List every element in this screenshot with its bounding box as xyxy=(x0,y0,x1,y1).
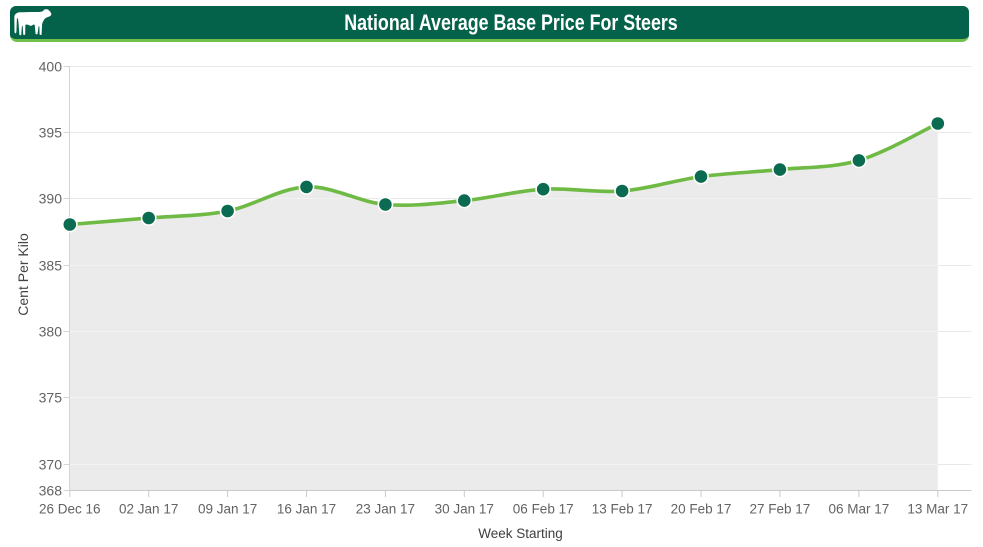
svg-text:395: 395 xyxy=(39,125,63,141)
svg-text:02 Jan 17: 02 Jan 17 xyxy=(119,502,178,517)
svg-text:26 Dec 16: 26 Dec 16 xyxy=(39,502,101,517)
svg-text:385: 385 xyxy=(39,258,63,274)
svg-text:390: 390 xyxy=(39,191,63,207)
svg-text:13 Mar 17: 13 Mar 17 xyxy=(907,502,968,517)
svg-text:30 Jan 17: 30 Jan 17 xyxy=(435,502,494,517)
svg-text:13 Feb 17: 13 Feb 17 xyxy=(592,502,653,517)
svg-text:Cent Per Kilo: Cent Per Kilo xyxy=(15,233,31,316)
svg-text:06 Mar 17: 06 Mar 17 xyxy=(829,502,890,517)
svg-text:380: 380 xyxy=(39,324,63,340)
svg-text:16 Jan 17: 16 Jan 17 xyxy=(277,502,336,517)
svg-text:23 Jan 17: 23 Jan 17 xyxy=(356,502,415,517)
svg-text:370: 370 xyxy=(39,457,63,473)
svg-text:375: 375 xyxy=(39,390,63,406)
svg-text:20 Feb 17: 20 Feb 17 xyxy=(671,502,732,517)
svg-text:Week Starting: Week Starting xyxy=(478,526,563,541)
svg-text:06 Feb 17: 06 Feb 17 xyxy=(513,502,574,517)
svg-text:400: 400 xyxy=(39,59,63,75)
svg-text:368: 368 xyxy=(39,483,63,499)
svg-text:27 Feb 17: 27 Feb 17 xyxy=(750,502,811,517)
svg-text:09 Jan 17: 09 Jan 17 xyxy=(198,502,257,517)
